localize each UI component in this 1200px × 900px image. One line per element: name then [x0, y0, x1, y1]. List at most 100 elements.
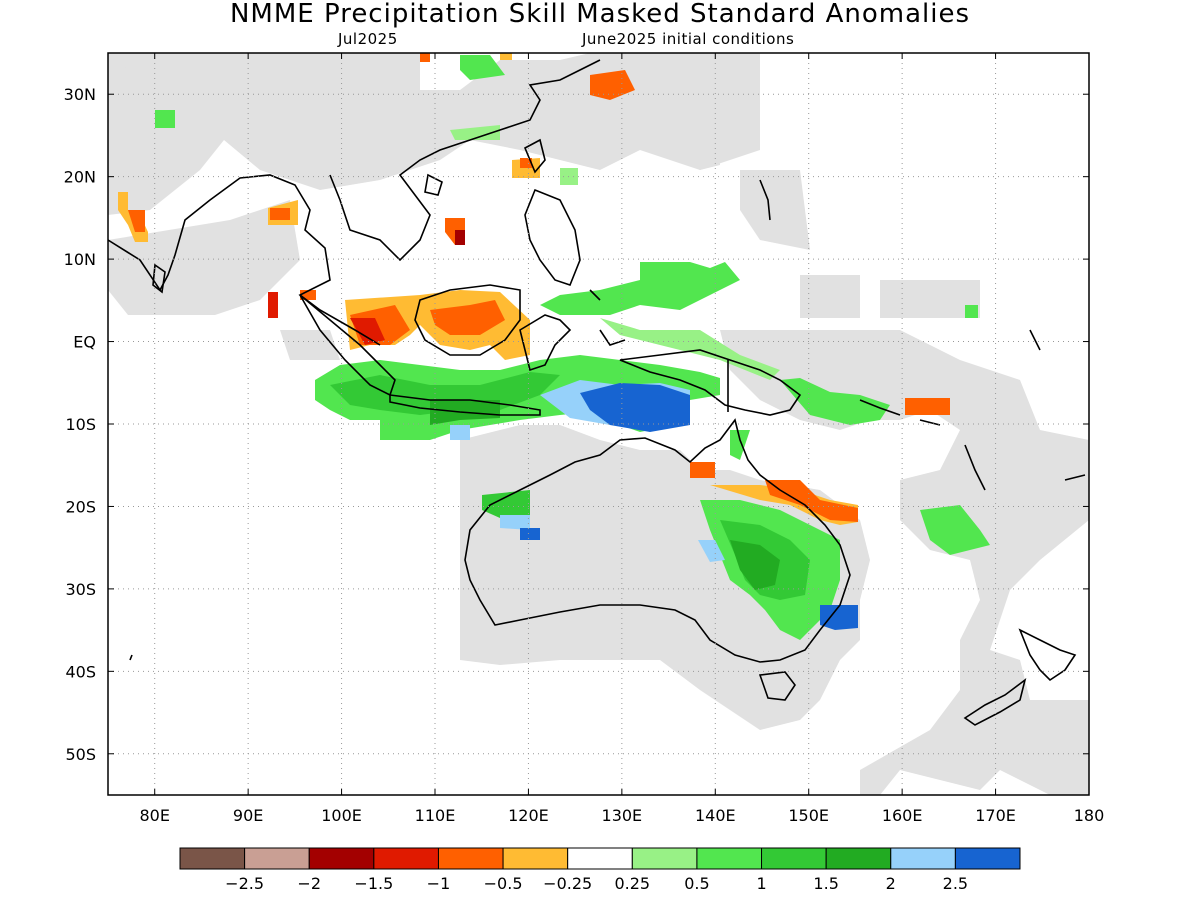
coastline: [519, 314, 572, 372]
colorbar-swatch: [631, 847, 698, 870]
colorbar-swatch: [179, 847, 246, 870]
anomaly-patch: [270, 208, 290, 220]
longitude-axis-labels: 80E 90E 100E 110E 120E 130E 140E 150E 160E 170E 18…: [139, 806, 1104, 825]
lat-tick-label: 30S: [65, 580, 96, 599]
coastlines: [107, 59, 1086, 726]
lon-tick-label: 170E: [975, 806, 1016, 825]
colorbar-swatch: [890, 847, 956, 870]
anomaly-patch: [600, 318, 780, 380]
anomaly-patch: [500, 515, 530, 530]
anomaly-patch: [905, 398, 950, 415]
coastline: [1029, 329, 1086, 481]
mask-region: [720, 330, 1089, 795]
mask-region: [740, 170, 810, 250]
coastline: [524, 188, 581, 286]
lon-tick-label: 120E: [508, 806, 549, 825]
anomaly-patch: [128, 210, 145, 232]
anomaly-patch: [450, 425, 470, 440]
map-frame: [107, 52, 1090, 796]
coastline: [329, 59, 601, 262]
anomaly-patch: [580, 383, 690, 432]
coastline: [152, 263, 166, 294]
coastline-nz-north: [1018, 628, 1077, 682]
anomaly-patch: [455, 230, 465, 245]
anomaly-patch: [460, 55, 505, 80]
colorbar-label: −1.5: [354, 874, 393, 893]
colorbar-swatch: [437, 847, 504, 870]
anomaly-patch: [450, 125, 500, 140]
colorbar-swatch: [825, 847, 892, 870]
anomaly-patch: [155, 110, 175, 128]
coastline-australia: [464, 418, 851, 663]
colorbar-label: 1.5: [813, 874, 838, 893]
lat-tick-label: 10N: [64, 250, 96, 269]
coastline: [389, 394, 541, 416]
anomaly-patch: [350, 318, 385, 345]
colorbar-swatch: [502, 847, 569, 870]
colorbar-swatch: [567, 847, 633, 870]
anomaly-patch: [482, 490, 530, 518]
coastline: [129, 179, 771, 661]
anomaly-patch: [268, 292, 278, 318]
colorbar-swatch: [696, 847, 763, 870]
lon-tick-label: 80E: [139, 806, 169, 825]
colorbar-swatch: [761, 847, 827, 870]
coastline: [523, 138, 546, 174]
lon-tick-label: 90E: [233, 806, 263, 825]
coastline: [299, 294, 396, 397]
mask-region: [108, 200, 300, 315]
lon-tick-label: 130E: [602, 806, 643, 825]
anomaly-patch: [765, 480, 858, 522]
lon-tick-label: 140E: [695, 806, 736, 825]
anomaly-patch: [820, 605, 858, 630]
anomaly-patch: [920, 505, 990, 555]
colorbar-label: 1: [756, 874, 766, 893]
map-panel: [107, 52, 1090, 796]
lat-tick-label: 30N: [64, 85, 96, 104]
initial-conditions-label: June2025 initial conditions: [582, 30, 795, 48]
colorbar-label: 2.5: [943, 874, 968, 893]
colorbar-swatch: [373, 847, 439, 870]
lon-tick-label: 180: [1074, 806, 1105, 825]
coastline: [589, 289, 626, 346]
coastline-tasmania: [758, 671, 796, 701]
colorbar-label: 0.5: [684, 874, 709, 893]
lon-tick-label: 150E: [788, 806, 829, 825]
latitude-axis-labels: 30N 20N 10N EQ 10S 20S 30S 40S 50S: [64, 85, 96, 764]
anomaly-patch: [690, 462, 715, 478]
anomaly-patch: [540, 262, 740, 315]
lat-tick-label: 20S: [65, 497, 96, 516]
mask-region: [280, 330, 340, 360]
colorbar-label: −0.25: [543, 874, 592, 893]
colorbar-label: −1: [427, 874, 451, 893]
anomaly-patch: [730, 430, 750, 460]
lon-tick-label: 110E: [415, 806, 456, 825]
wet-anomalies: [155, 55, 990, 640]
anomaly-patch: [430, 300, 505, 335]
colorbar-swatch: [308, 847, 375, 870]
anomaly-patch: [780, 378, 890, 425]
mask-region: [680, 80, 720, 170]
colorbar-label: −2.5: [225, 874, 264, 893]
anomaly-patch: [965, 305, 978, 318]
anomaly-patch: [698, 540, 725, 562]
anomaly-patch: [590, 70, 635, 100]
anomaly-patch: [500, 53, 512, 60]
lat-tick-label: 10S: [65, 415, 96, 434]
lat-tick-label: 50S: [65, 745, 96, 764]
colorbar: −2.5 −2 −1.5 −1 −0.5 −0.25 0.25 0.5 1 1.5 2 2.5: [179, 847, 1021, 893]
colorbar-label: −2: [297, 874, 321, 893]
valid-month-label: Jul2025: [338, 30, 398, 48]
anomaly-patch: [520, 528, 540, 540]
anomaly-patch: [520, 158, 532, 168]
coastline-nz-south: [963, 678, 1027, 726]
mask-region: [880, 280, 980, 318]
anomaly-patch: [730, 540, 780, 590]
colorbar-swatch: [954, 847, 1021, 870]
mask-region: [800, 275, 860, 318]
dry-anomalies: [118, 53, 950, 525]
lat-tick-label: EQ: [73, 333, 96, 352]
gridlines: [108, 53, 1090, 795]
lat-tick-label: 40S: [65, 662, 96, 681]
